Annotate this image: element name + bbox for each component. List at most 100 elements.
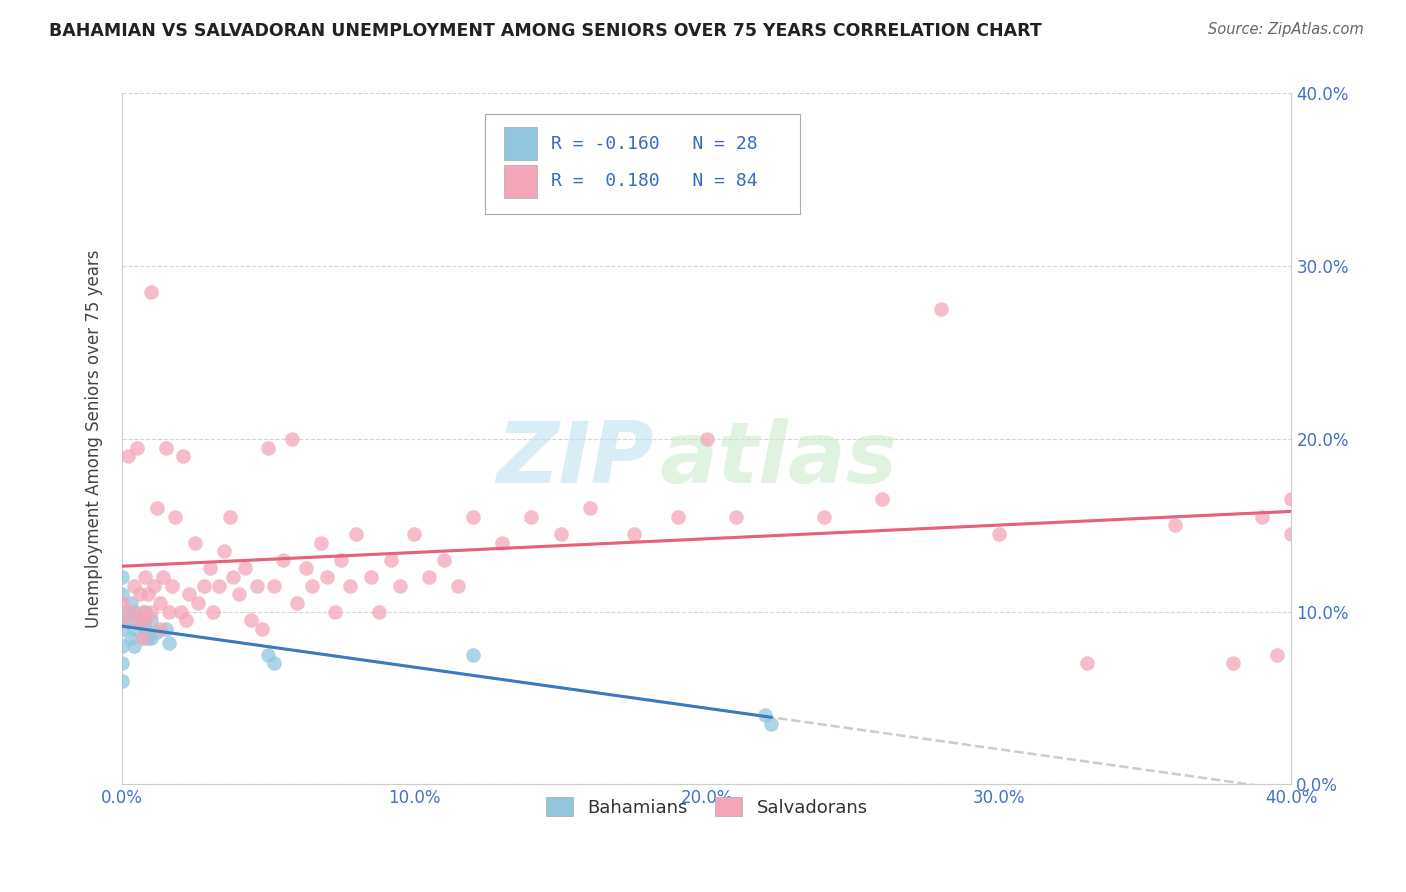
Point bbox=[111, 587, 134, 601]
Point bbox=[111, 596, 134, 610]
Point bbox=[131, 631, 153, 645]
FancyBboxPatch shape bbox=[505, 128, 537, 161]
FancyBboxPatch shape bbox=[505, 164, 537, 198]
Point bbox=[623, 527, 645, 541]
Point bbox=[172, 449, 194, 463]
Point bbox=[870, 492, 893, 507]
Point bbox=[295, 561, 318, 575]
Point bbox=[520, 509, 543, 524]
Point bbox=[149, 596, 172, 610]
Point bbox=[111, 613, 134, 627]
Point bbox=[138, 631, 160, 645]
Point bbox=[111, 657, 134, 671]
Point bbox=[120, 613, 142, 627]
Point bbox=[1222, 657, 1244, 671]
Point bbox=[146, 625, 169, 640]
Point bbox=[134, 605, 156, 619]
Point bbox=[111, 673, 134, 688]
Point bbox=[214, 544, 236, 558]
Point bbox=[155, 441, 177, 455]
Point bbox=[141, 613, 163, 627]
Point bbox=[184, 535, 207, 549]
Point bbox=[111, 613, 134, 627]
Point bbox=[315, 570, 337, 584]
Point bbox=[198, 561, 221, 575]
Point bbox=[120, 605, 142, 619]
Text: R =  0.180   N = 84: R = 0.180 N = 84 bbox=[551, 172, 758, 190]
Point bbox=[280, 432, 302, 446]
Point bbox=[239, 613, 262, 627]
Point bbox=[257, 648, 280, 662]
Point bbox=[1251, 509, 1274, 524]
Point bbox=[724, 509, 747, 524]
Point bbox=[141, 631, 163, 645]
Point bbox=[252, 622, 274, 636]
Point bbox=[138, 587, 160, 601]
Point bbox=[418, 570, 440, 584]
Point bbox=[988, 527, 1011, 541]
Text: ZIP: ZIP bbox=[496, 418, 654, 501]
Point bbox=[131, 631, 153, 645]
Point bbox=[122, 639, 145, 653]
Text: atlas: atlas bbox=[659, 418, 898, 501]
Point bbox=[125, 441, 148, 455]
Point bbox=[187, 596, 209, 610]
Point bbox=[122, 605, 145, 619]
Point bbox=[257, 441, 280, 455]
Point bbox=[813, 509, 835, 524]
Point bbox=[160, 579, 183, 593]
Point bbox=[360, 570, 382, 584]
Point bbox=[222, 570, 245, 584]
Point bbox=[111, 622, 134, 636]
Point bbox=[368, 605, 391, 619]
Point bbox=[193, 579, 215, 593]
Point bbox=[176, 613, 198, 627]
Point bbox=[380, 553, 402, 567]
Point bbox=[491, 535, 513, 549]
Point bbox=[134, 570, 156, 584]
Text: Source: ZipAtlas.com: Source: ZipAtlas.com bbox=[1208, 22, 1364, 37]
Point bbox=[330, 553, 353, 567]
Point bbox=[207, 579, 229, 593]
Point bbox=[128, 587, 150, 601]
Point bbox=[1281, 527, 1303, 541]
Point bbox=[143, 579, 166, 593]
Point bbox=[344, 527, 367, 541]
Point bbox=[219, 509, 242, 524]
Point bbox=[1163, 518, 1185, 533]
Point bbox=[169, 605, 191, 619]
Point bbox=[578, 501, 600, 516]
Point bbox=[309, 535, 332, 549]
Point bbox=[245, 579, 267, 593]
Point bbox=[696, 432, 718, 446]
Point bbox=[131, 605, 153, 619]
Point bbox=[233, 561, 256, 575]
Point bbox=[134, 613, 156, 627]
FancyBboxPatch shape bbox=[485, 114, 800, 214]
Text: BAHAMIAN VS SALVADORAN UNEMPLOYMENT AMONG SENIORS OVER 75 YEARS CORRELATION CHAR: BAHAMIAN VS SALVADORAN UNEMPLOYMENT AMON… bbox=[49, 22, 1042, 40]
Point bbox=[157, 636, 180, 650]
Point bbox=[111, 605, 134, 619]
Point bbox=[754, 173, 776, 187]
Legend: Bahamians, Salvadorans: Bahamians, Salvadorans bbox=[538, 790, 875, 824]
Text: R = -0.160   N = 28: R = -0.160 N = 28 bbox=[551, 135, 758, 153]
Point bbox=[122, 622, 145, 636]
Point bbox=[120, 596, 142, 610]
Point bbox=[179, 587, 201, 601]
Point bbox=[754, 708, 776, 723]
Point bbox=[1281, 492, 1303, 507]
Point bbox=[122, 579, 145, 593]
Point bbox=[461, 509, 484, 524]
Point bbox=[1265, 648, 1288, 662]
Point bbox=[141, 285, 163, 299]
Point bbox=[120, 631, 142, 645]
Point bbox=[550, 527, 572, 541]
Point bbox=[1076, 657, 1098, 671]
Point bbox=[111, 570, 134, 584]
Point bbox=[929, 302, 952, 317]
Y-axis label: Unemployment Among Seniors over 75 years: Unemployment Among Seniors over 75 years bbox=[86, 250, 103, 628]
Point bbox=[157, 605, 180, 619]
Point bbox=[117, 449, 139, 463]
Point bbox=[228, 587, 250, 601]
Point bbox=[461, 648, 484, 662]
